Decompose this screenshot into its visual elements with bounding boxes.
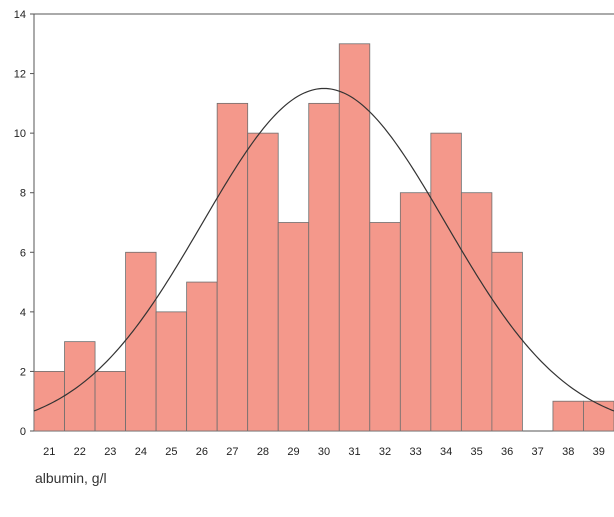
bar-36: [491, 251, 523, 432]
bar-23: [94, 371, 126, 432]
x-tick-label: 27: [226, 446, 238, 458]
bar-34: [430, 132, 462, 432]
x-tick-label: 32: [379, 446, 391, 458]
bar-25: [155, 311, 188, 432]
x-axis-title: albumin, g/l: [35, 470, 107, 486]
x-tick-label: 31: [348, 446, 360, 458]
x-tick-label: 24: [135, 446, 147, 458]
bar-31: [338, 43, 371, 432]
x-tick-label: 28: [257, 446, 269, 458]
x-tick-label: 37: [532, 446, 544, 458]
bar-27: [216, 102, 249, 432]
bar-30: [308, 102, 340, 432]
x-tick-label: 21: [43, 446, 55, 458]
y-tick-label: 10: [14, 128, 26, 140]
y-tick-label: 0: [20, 426, 26, 438]
x-tick-label: 22: [74, 446, 86, 458]
bar-22: [64, 341, 96, 432]
bar-32: [369, 222, 401, 432]
x-tick-label: 30: [318, 446, 330, 458]
bar-24: [125, 251, 157, 432]
y-tick-label: 8: [20, 188, 26, 200]
x-tick-label: 35: [471, 446, 483, 458]
x-tick-label: 25: [165, 446, 177, 458]
x-tick-label: 39: [593, 446, 605, 458]
y-tick-label: 12: [14, 69, 26, 81]
y-tick-label: 6: [20, 247, 26, 259]
bar-35: [460, 192, 493, 432]
x-tick-label: 38: [562, 446, 574, 458]
bar-29: [277, 222, 310, 432]
bar-33: [399, 192, 432, 432]
bar-26: [186, 281, 218, 432]
x-tick-label: 36: [501, 446, 513, 458]
x-tick-label: 26: [196, 446, 208, 458]
normal-curve: [33, 87, 614, 412]
bar-38: [552, 400, 584, 432]
y-tick-label: 14: [14, 9, 26, 21]
x-tick-label: 23: [104, 446, 116, 458]
y-tick-label: 2: [20, 366, 26, 378]
x-tick-label: 29: [287, 446, 299, 458]
y-tick-label: 4: [20, 307, 26, 319]
x-tick-label: 33: [409, 446, 421, 458]
bar-28: [247, 132, 279, 432]
x-tick-label: 34: [440, 446, 452, 458]
bar-39: [583, 400, 614, 432]
x-axis: 21 22 23 24 25 26 27 28 29 30 31 32 33 34 35 36 37 38 39: [43, 446, 605, 458]
y-axis: 0 2 4 6 8 10 12 14: [14, 9, 34, 438]
bars-group: [33, 43, 614, 432]
bar-21: [33, 371, 65, 432]
curve-group: [33, 87, 614, 412]
